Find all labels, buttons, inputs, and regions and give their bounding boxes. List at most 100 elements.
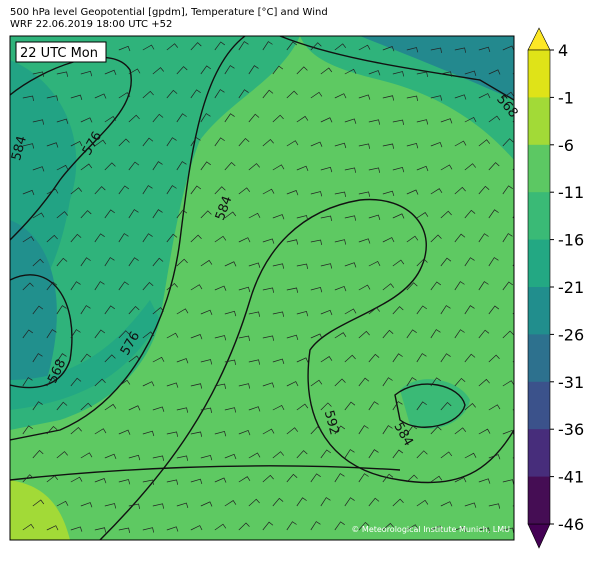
wind-barb bbox=[368, 260, 381, 267]
wind-barb bbox=[358, 44, 371, 51]
wind-barb bbox=[464, 403, 476, 411]
wind-barb bbox=[152, 406, 165, 412]
wind-barb bbox=[406, 524, 419, 531]
wind-barb bbox=[382, 329, 394, 339]
wind-barb bbox=[94, 233, 105, 243]
wind-barb bbox=[200, 161, 211, 171]
wind-barb bbox=[262, 238, 275, 244]
wind-barb bbox=[406, 329, 417, 339]
wind-barb bbox=[70, 476, 83, 483]
wind-barb bbox=[358, 377, 370, 387]
wind-barb bbox=[166, 526, 179, 532]
wind-barb bbox=[200, 259, 213, 267]
wind-barb bbox=[358, 238, 371, 244]
wind-barb bbox=[416, 119, 429, 125]
wind-barb bbox=[416, 165, 429, 172]
wind-barb bbox=[320, 449, 331, 459]
wind-barb bbox=[214, 523, 227, 531]
wind-barb bbox=[248, 452, 261, 459]
wind-barb bbox=[214, 137, 225, 147]
wind-barb bbox=[176, 258, 188, 267]
map bbox=[10, 36, 514, 540]
wind-barb bbox=[94, 186, 106, 195]
wind-barb bbox=[94, 428, 107, 435]
wind-barb bbox=[358, 284, 371, 291]
wind-barb bbox=[128, 257, 139, 267]
wind-barb bbox=[296, 310, 309, 317]
wind-barb bbox=[118, 429, 131, 435]
wind-barb bbox=[286, 287, 298, 293]
wind-barb bbox=[382, 522, 394, 531]
wind-barb bbox=[488, 454, 501, 460]
wind-barb bbox=[104, 503, 117, 509]
wind-barb bbox=[94, 93, 107, 99]
wind-barb bbox=[262, 41, 273, 51]
wind-barb bbox=[358, 473, 369, 483]
wind-barb bbox=[80, 257, 91, 267]
wind-barb bbox=[478, 527, 491, 533]
wind-barb bbox=[478, 46, 491, 53]
wind-barb bbox=[94, 378, 106, 387]
wind-barb bbox=[214, 335, 227, 341]
wind-barb bbox=[214, 235, 227, 243]
wind-barb bbox=[70, 281, 81, 291]
wind-barb bbox=[392, 306, 404, 315]
wind-barb bbox=[392, 259, 405, 267]
wind-barb bbox=[262, 428, 275, 435]
wind-barb bbox=[224, 162, 236, 171]
wind-barb bbox=[262, 335, 275, 341]
wind-barb bbox=[512, 409, 514, 411]
wind-barb bbox=[464, 305, 475, 315]
wind-barb bbox=[464, 70, 477, 76]
wind-barb bbox=[454, 94, 467, 100]
colorbar-label: -41 bbox=[558, 468, 584, 487]
wind-barb bbox=[478, 185, 490, 195]
wind-barb bbox=[22, 143, 35, 149]
wind-barb bbox=[190, 334, 203, 340]
wind-barb bbox=[238, 335, 250, 341]
wind-barb bbox=[334, 142, 347, 149]
wind-barb bbox=[334, 285, 347, 292]
wind-barb bbox=[200, 501, 213, 507]
wind-barb bbox=[488, 115, 501, 123]
wind-barb bbox=[248, 65, 259, 75]
colorbar-segment bbox=[528, 97, 550, 146]
colorbar-segment bbox=[528, 50, 550, 98]
colorbar-segment bbox=[528, 144, 550, 193]
colorbar-segment bbox=[528, 381, 550, 430]
wind-barb bbox=[368, 70, 381, 76]
wind-barb bbox=[22, 523, 35, 531]
wind-barb bbox=[152, 356, 165, 363]
wind-barb bbox=[286, 473, 298, 483]
wind-barb bbox=[392, 449, 404, 459]
wind-barb bbox=[248, 498, 260, 507]
wind-barb bbox=[286, 41, 298, 51]
wind-barb bbox=[152, 209, 163, 219]
wind-barb bbox=[392, 353, 403, 363]
wind-barb bbox=[224, 500, 237, 507]
wind-barb bbox=[310, 239, 322, 245]
wind-barb bbox=[238, 89, 249, 99]
wind-barb bbox=[200, 407, 212, 413]
wind-barb bbox=[56, 353, 67, 363]
wind-barb bbox=[22, 377, 33, 387]
wind-barb bbox=[368, 167, 380, 173]
wind-barb bbox=[224, 310, 237, 317]
wind-barb bbox=[430, 95, 443, 101]
colorbar-label: -31 bbox=[558, 373, 584, 392]
wind-barb bbox=[56, 401, 68, 411]
colorbar-label: -36 bbox=[558, 420, 584, 439]
wind-barb bbox=[392, 213, 405, 219]
wind-barb bbox=[368, 119, 381, 125]
wind-barb bbox=[262, 138, 274, 147]
wind-barb bbox=[190, 234, 202, 243]
wind-barb bbox=[32, 258, 44, 267]
wind-barb bbox=[406, 189, 419, 195]
wind-barb bbox=[118, 281, 129, 291]
wind-barb bbox=[238, 522, 250, 531]
wind-barb bbox=[478, 93, 491, 99]
wind-barb bbox=[224, 113, 235, 123]
wind-barb bbox=[358, 143, 371, 149]
wind-barb bbox=[32, 499, 45, 507]
